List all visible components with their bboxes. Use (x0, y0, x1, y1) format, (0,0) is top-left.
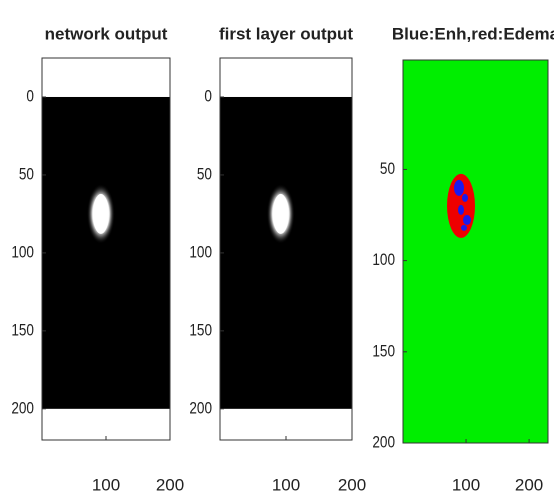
y-tick-label: 150 (11, 321, 34, 340)
y-tick-label: 0 (26, 87, 34, 106)
enhancing (463, 215, 471, 225)
x-tick-label: 100 (272, 475, 300, 494)
image (42, 97, 170, 409)
x-tick-label: 100 (452, 475, 480, 494)
y-tick-label: 150 (372, 342, 395, 361)
x-tick-label: 200 (515, 475, 543, 494)
image (403, 60, 548, 443)
chart-title: Blue:Enh,red:Edema (392, 24, 554, 43)
y-tick-label: 50 (380, 160, 395, 179)
enhancing (462, 194, 468, 202)
enhancing (454, 180, 464, 196)
chart-title: first layer output (219, 24, 353, 43)
y-tick-label: 200 (372, 433, 395, 452)
y-tick-label: 0 (204, 87, 212, 106)
blob-core (273, 194, 289, 234)
y-tick-label: 50 (19, 165, 34, 184)
y-tick-label: 100 (372, 251, 395, 270)
figure: network output 0 50 100 150 200 100 200 first la… (0, 0, 554, 501)
y-tick-label: 150 (189, 321, 212, 340)
enhancing (461, 225, 467, 231)
enhancing (458, 205, 464, 215)
y-tick-label: 200 (11, 399, 34, 418)
image (220, 97, 352, 409)
y-tick-label: 200 (189, 399, 212, 418)
chart-title: network output (45, 24, 168, 43)
y-tick-label: 100 (11, 243, 34, 262)
y-tick-label: 100 (189, 243, 212, 262)
x-tick-label: 200 (338, 475, 366, 494)
y-tick-label: 50 (197, 165, 212, 184)
x-tick-label: 100 (92, 475, 120, 494)
x-tick-label: 200 (156, 475, 184, 494)
blob-core (93, 194, 109, 234)
